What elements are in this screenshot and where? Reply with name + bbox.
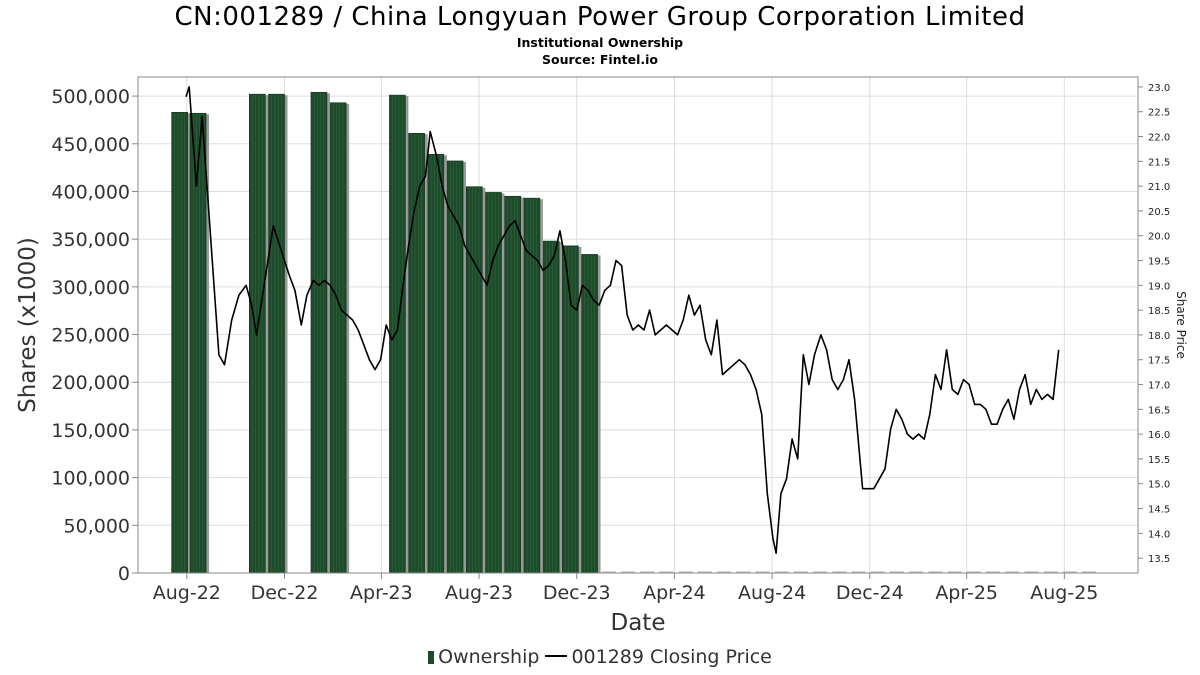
y2-tick-label: 14.0 [1148,529,1170,540]
ownership-bar [523,197,541,574]
ownership-bar [189,112,207,574]
x-axis-label: Date [611,610,666,636]
ownership-bar [268,93,285,574]
y-tick-label: 150,000 [51,420,130,442]
y-tick-label: 300,000 [51,277,130,299]
x-tick-label: Aug-25 [1030,582,1098,604]
x-tick-label: Aug-22 [153,582,221,604]
x-tick-label: Dec-23 [543,582,611,604]
ownership-bar [446,160,464,574]
chart-subtitle: Institutional Ownership [516,35,684,50]
y2-tick-label: 21.5 [1148,157,1170,168]
x-tick-label: Dec-22 [251,582,319,604]
ownership-bar [427,153,445,574]
x-tick-label: Apr-23 [350,582,413,604]
x-tick-label: Apr-25 [935,582,998,604]
legend: Ownership 001289 Closing Price [0,646,1200,668]
chart-source: Source: Fintel.io [542,52,658,67]
ownership-bar [310,91,328,574]
y2-tick-label: 16.0 [1148,430,1170,441]
y2-tick-label: 20.5 [1148,207,1170,218]
y2-tick-label: 21.0 [1148,182,1170,193]
y-tick-label: 0 [118,563,130,585]
y-tick-label: 500,000 [51,86,130,108]
legend-price-label: 001289 Closing Price [571,646,772,668]
plot-border [137,76,1139,574]
ownership-bar [542,240,560,574]
y-tick-label: 450,000 [51,134,130,156]
y-tick-label: 200,000 [51,372,130,394]
ownership-bar [171,111,188,574]
y2-tick-label: 19.0 [1148,281,1170,292]
y-tick-label: 250,000 [51,325,130,347]
y2-tick-label: 15.5 [1148,455,1170,466]
legend-ownership-swatch [428,651,435,664]
y2-tick-label: 13.5 [1148,554,1170,565]
chart-title: CN:001289 / China Longyuan Power Group C… [174,2,1026,32]
ownership-bar [485,192,502,574]
y-tick-label: 350,000 [51,229,130,251]
legend-price-line [545,655,568,657]
y2-tick-label: 19.5 [1148,257,1170,268]
y2-tick-label: 17.0 [1148,381,1170,392]
y2-tick-label: 15.0 [1148,480,1170,491]
ownership-chart: 0 50,000 100,000 150,000 200,000 250,000 300,0… [15,76,1188,636]
y-axis-label: Shares (x1000) [15,237,41,413]
price-line [185,86,1060,555]
y2-tick-label: 16.5 [1148,405,1170,416]
y2-tick-label: 18.5 [1148,306,1170,317]
x-tick-label: Aug-24 [738,582,806,604]
y2-tick-label: 18.0 [1148,331,1170,342]
y2-tick-label: 14.5 [1148,505,1170,516]
ownership-bar [465,186,483,574]
y-tick-label: 400,000 [51,181,130,203]
y2-tick-label: 22.0 [1148,133,1170,144]
y2-tick-label: 17.5 [1148,356,1170,367]
ownership-bar [329,102,347,574]
x-tick-label: Apr-24 [643,582,706,604]
y2-tick-label: 23.0 [1148,83,1170,94]
y2-tick-label: 20.0 [1148,232,1170,243]
x-tick-label: Dec-24 [836,582,904,604]
x-tick-label: Aug-23 [445,582,513,604]
y-tick-label: 50,000 [64,515,130,537]
ownership-bar [504,195,521,574]
legend-ownership-label: Ownership [438,646,540,668]
y-tick-label: 100,000 [51,468,130,490]
y2-axis-label: Share Price [1174,291,1188,359]
y2-tick-label: 22.5 [1148,108,1170,119]
ownership-bar [389,94,406,574]
